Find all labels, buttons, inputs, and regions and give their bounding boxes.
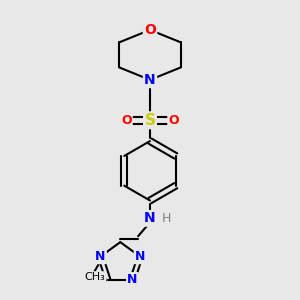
Text: N: N [144,73,156,87]
Text: H: H [162,212,171,225]
Text: O: O [121,114,131,127]
Text: N: N [127,273,138,286]
Text: N: N [95,250,106,263]
Text: N: N [135,250,145,263]
Text: S: S [145,113,155,128]
Text: N: N [144,212,156,225]
Text: O: O [144,23,156,37]
Text: CH₃: CH₃ [84,272,105,282]
Text: O: O [169,114,179,127]
